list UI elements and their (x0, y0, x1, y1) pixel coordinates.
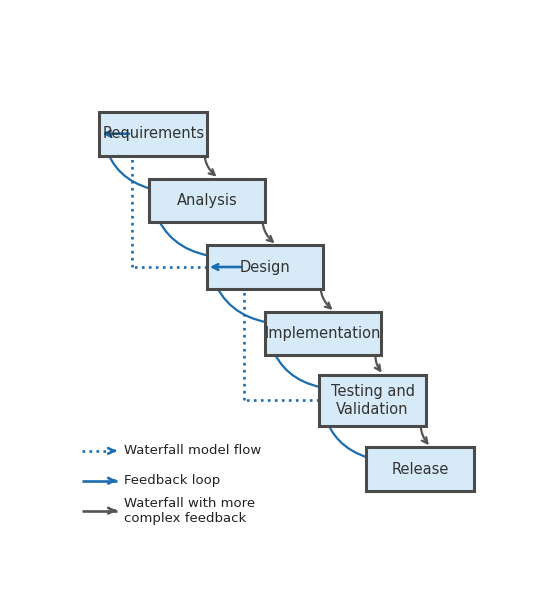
FancyBboxPatch shape (366, 447, 474, 491)
FancyBboxPatch shape (149, 179, 265, 222)
Text: Release: Release (391, 461, 448, 477)
Text: Implementation: Implementation (265, 326, 381, 341)
Text: Design: Design (240, 260, 290, 275)
Text: Waterfall model flow: Waterfall model flow (124, 444, 261, 457)
Text: Testing and
Validation: Testing and Validation (331, 384, 415, 417)
FancyBboxPatch shape (319, 375, 426, 426)
FancyBboxPatch shape (265, 312, 381, 355)
FancyBboxPatch shape (207, 245, 323, 289)
Text: Waterfall with more
complex feedback: Waterfall with more complex feedback (124, 497, 255, 525)
Text: Analysis: Analysis (176, 193, 238, 208)
FancyBboxPatch shape (99, 112, 207, 156)
Text: Requirements: Requirements (102, 126, 204, 141)
Text: Feedback loop: Feedback loop (124, 474, 221, 487)
